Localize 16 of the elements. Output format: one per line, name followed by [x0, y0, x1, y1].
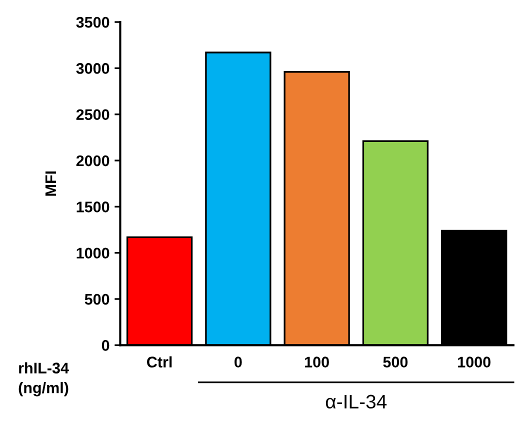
y-tick-label: 1500	[76, 202, 110, 212]
y-tick-label: 1000	[76, 248, 110, 259]
x-tick-label: 500	[383, 356, 408, 368]
y-axis-title: MFI	[45, 171, 56, 196]
y-tick-label: 2000	[76, 155, 110, 166]
y-tick-label: 500	[84, 294, 110, 305]
y-tick-label: 0	[102, 340, 110, 351]
text: rhIL-34 (ng/ml)	[18, 362, 69, 396]
x-tick-label: 100	[305, 356, 329, 368]
y-tick-label: 3000	[76, 63, 110, 74]
x-tick-label: Ctrl	[147, 356, 172, 368]
x-tick-label: 0	[234, 356, 242, 368]
y-tick-label: 2500	[76, 109, 110, 120]
y-tick-label: 3500	[76, 16, 110, 28]
text: α-IL-34	[326, 394, 387, 409]
x-tick-label: 1000	[458, 356, 490, 368]
